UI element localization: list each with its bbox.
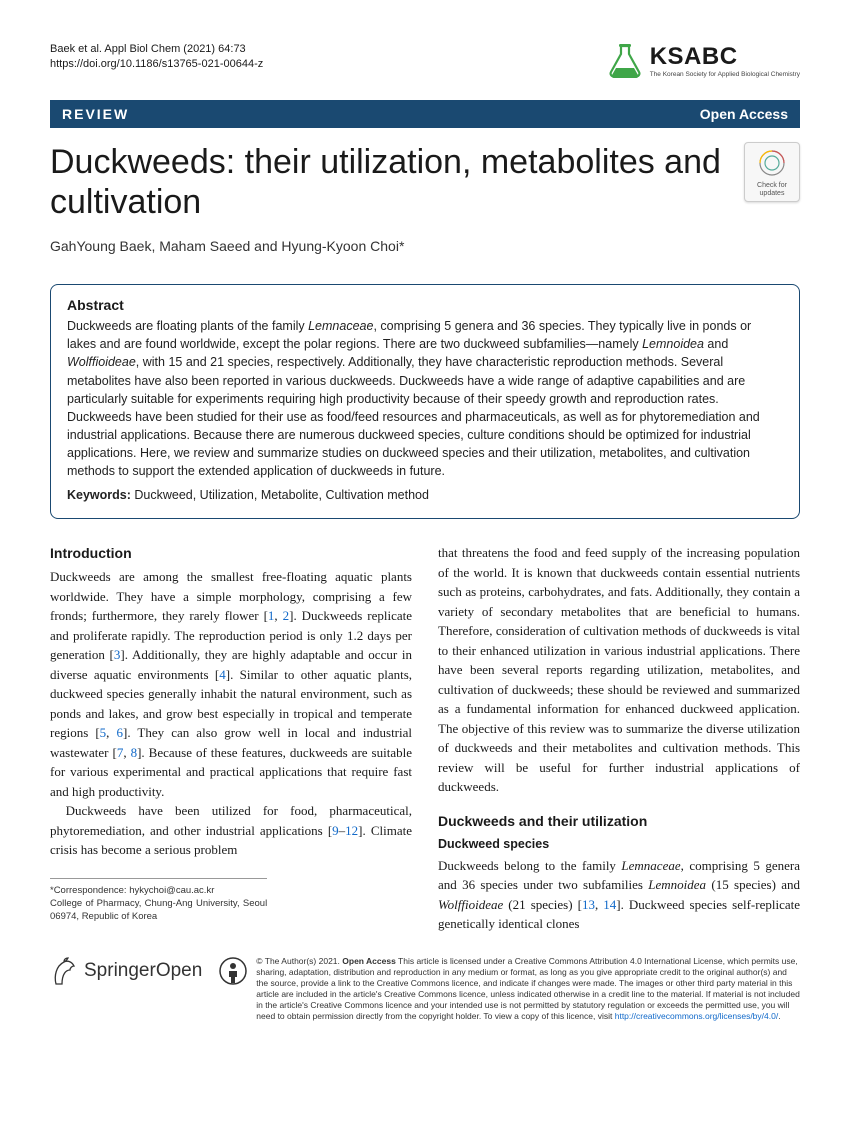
citation-line: Baek et al. Appl Biol Chem (2021) 64:73 bbox=[50, 42, 263, 57]
ref-link[interactable]: 14 bbox=[603, 897, 616, 912]
intro-p1: Duckweeds are among the smallest free-fl… bbox=[50, 567, 412, 801]
abstract-body: Duckweeds are floating plants of the fam… bbox=[67, 317, 783, 480]
abstract-box: Abstract Duckweeds are floating plants o… bbox=[50, 284, 800, 519]
license-link[interactable]: http://creativecommons.org/licenses/by/4… bbox=[615, 1011, 778, 1021]
section-heading: Duckweeds and their utilization bbox=[438, 811, 800, 832]
column-left: Introduction Duckweeds are among the sma… bbox=[50, 543, 412, 933]
springer-text: SpringerOpen bbox=[84, 960, 202, 982]
article-title: Duckweeds: their utilization, metabolite… bbox=[50, 142, 732, 222]
subsection-heading: Duckweed species bbox=[438, 835, 800, 854]
abstract-heading: Abstract bbox=[67, 297, 783, 313]
cc-by-icon bbox=[218, 956, 248, 986]
intro-heading: Introduction bbox=[50, 543, 412, 564]
ref-link[interactable]: 12 bbox=[345, 823, 358, 838]
citation-block: Baek et al. Appl Biol Chem (2021) 64:73 … bbox=[50, 42, 263, 73]
correspondence-box: *Correspondence: hykychoi@cau.ac.kr Coll… bbox=[50, 878, 267, 923]
column-right: that threatens the food and feed supply … bbox=[438, 543, 800, 933]
page-footer: SpringerOpen © The Author(s) 2021. Open … bbox=[50, 956, 800, 1022]
check-updates-label: Check for updates bbox=[749, 182, 795, 197]
intro-p2: Duckweeds have been utilized for food, p… bbox=[50, 801, 412, 860]
correspondence-email: *Correspondence: hykychoi@cau.ac.kr bbox=[50, 885, 267, 898]
keywords-line: Keywords: Duckweed, Utilization, Metabol… bbox=[67, 486, 783, 504]
ksabc-logo: KSABC The Korean Society for Applied Bio… bbox=[606, 42, 800, 78]
review-bar: REVIEW Open Access bbox=[50, 100, 800, 128]
flask-icon bbox=[606, 42, 644, 78]
correspondence-affiliation: College of Pharmacy, Chung-Ang Universit… bbox=[50, 898, 267, 924]
authors-line: GahYoung Baek, Maham Saeed and Hyung-Kyo… bbox=[50, 238, 800, 254]
review-tag: REVIEW bbox=[62, 106, 129, 122]
col2-p2: Duckweeds belong to the family Lemnaceae… bbox=[438, 856, 800, 934]
springer-open-logo: SpringerOpen bbox=[50, 956, 202, 986]
ref-link[interactable]: 13 bbox=[582, 897, 595, 912]
check-updates-button[interactable]: Check for updates bbox=[744, 142, 800, 202]
crossmark-icon bbox=[758, 149, 786, 177]
page-header: Baek et al. Appl Biol Chem (2021) 64:73 … bbox=[50, 42, 800, 78]
license-box: © The Author(s) 2021. Open Access This a… bbox=[218, 956, 800, 1022]
col2-p1: that threatens the food and feed supply … bbox=[438, 543, 800, 797]
horse-icon bbox=[50, 956, 78, 986]
open-access-label: Open Access bbox=[700, 106, 788, 122]
doi-line: https://doi.org/10.1186/s13765-021-00644… bbox=[50, 57, 263, 72]
body-columns: Introduction Duckweeds are among the sma… bbox=[50, 543, 800, 933]
ksabc-logo-text: KSABC bbox=[650, 43, 800, 71]
ksabc-logo-subtitle: The Korean Society for Applied Biologica… bbox=[650, 71, 800, 78]
